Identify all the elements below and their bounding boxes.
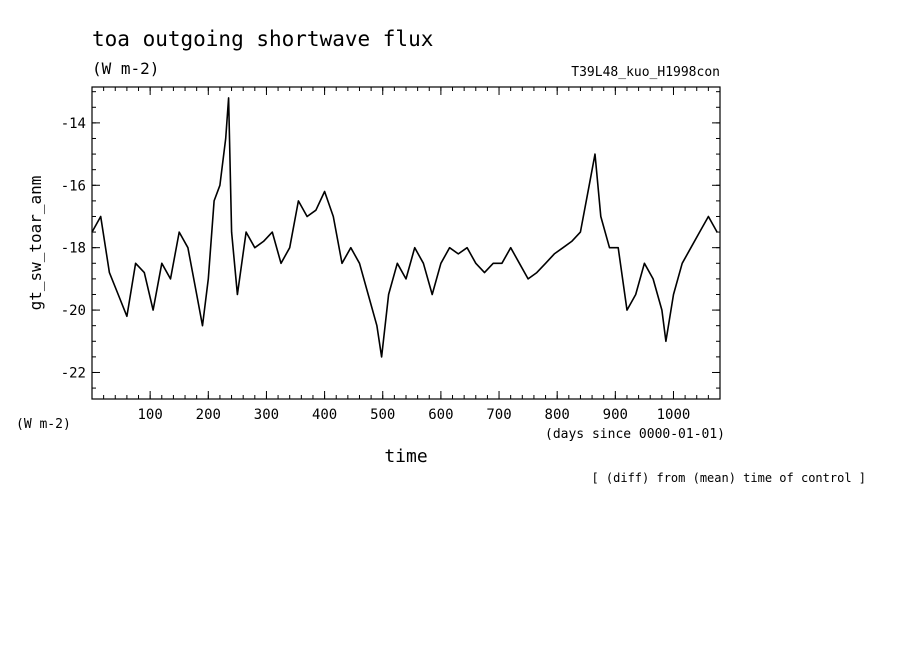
x-tick-labels: 100 200 300 400 500 600 700 800 900 1000: [137, 407, 690, 423]
axis-ticks: [92, 87, 720, 399]
x-tick-label: 300: [254, 407, 279, 423]
x-tick-label: 700: [486, 407, 511, 423]
chart-units: (W m-2): [92, 59, 159, 78]
y-units-label: (W m-2): [16, 417, 71, 432]
x-tick-label: 400: [312, 407, 337, 423]
y-tick-label: -16: [61, 178, 86, 194]
x-tick-label: 100: [137, 407, 162, 423]
x-tick-label: 200: [196, 407, 221, 423]
x-tick-label: 600: [428, 407, 453, 423]
x-units-label: (days since 0000-01-01): [545, 427, 725, 442]
chart-title: toa outgoing shortwave flux: [92, 27, 433, 51]
x-tick-label: 900: [603, 407, 628, 423]
footnote: [ (diff) from (mean) time of control ]: [591, 471, 866, 485]
y-tick-label: -14: [61, 116, 86, 132]
x-tick-label: 1000: [657, 407, 691, 423]
y-tick-label: -20: [61, 303, 86, 319]
y-tick-label: -18: [61, 241, 86, 257]
run-label: T39L48_kuo_H1998con: [571, 65, 720, 80]
series-line: [91, 97, 718, 358]
x-axis-label: time: [384, 446, 427, 467]
x-tick-label: 500: [370, 407, 395, 423]
x-tick-label: 800: [545, 407, 570, 423]
y-tick-label: -22: [61, 365, 86, 381]
plot-frame: [91, 86, 721, 400]
y-tick-labels: -22 -20 -18 -16 -14: [61, 116, 86, 382]
y-axis-label: gt_sw_toar_anm: [26, 176, 45, 311]
